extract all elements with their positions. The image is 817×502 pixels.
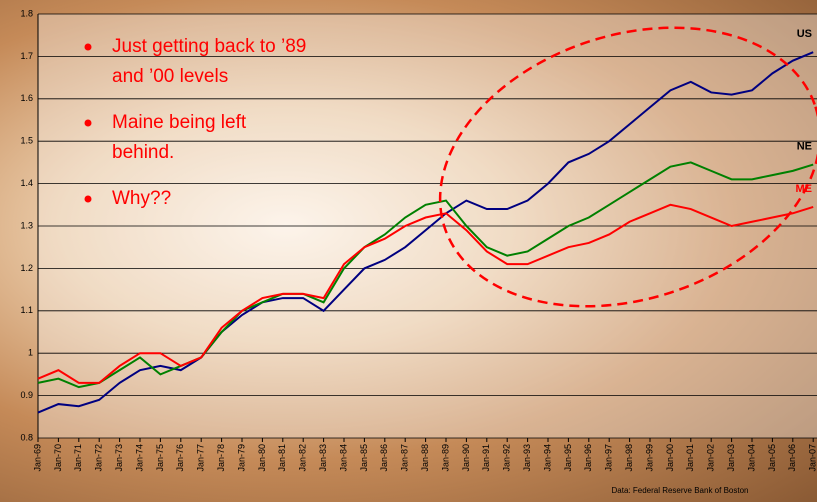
x-tick-label: Jan-84	[338, 444, 348, 472]
y-tick-label: 0.9	[20, 390, 33, 400]
x-tick-label: Jan-00	[665, 444, 675, 472]
x-tick-label: Jan-77	[196, 444, 206, 472]
y-tick-label: 1.3	[20, 220, 33, 230]
x-tick-label: Jan-91	[481, 444, 491, 472]
x-tick-label: Jan-98	[624, 444, 634, 472]
y-tick-label: 1.6	[20, 93, 33, 103]
x-tick-label: Jan-85	[359, 444, 369, 472]
bullet-text: behind.	[112, 142, 174, 163]
y-tick-label: 0.8	[20, 432, 33, 442]
x-tick-label: Jan-69	[32, 444, 42, 472]
x-tick-label: Jan-03	[726, 444, 736, 472]
y-tick-label: 1.1	[20, 305, 33, 315]
x-tick-label: Jan-01	[685, 444, 695, 472]
y-tick-label: 1.8	[20, 8, 33, 18]
x-tick-label: Jan-72	[94, 444, 104, 472]
bullet-text: and ’00 levels	[112, 66, 228, 87]
x-tick-label: Jan-92	[502, 444, 512, 472]
y-tick-label: 1.7	[20, 51, 33, 61]
bullet-text: Just getting back to ’89	[112, 36, 306, 57]
bullet-text: Why??	[112, 188, 171, 209]
x-tick-label: Jan-02	[706, 444, 716, 472]
x-tick-label: Jan-76	[175, 444, 185, 472]
x-tick-label: Jan-86	[379, 444, 389, 472]
x-tick-label: Jan-83	[318, 444, 328, 472]
x-tick-label: Jan-71	[73, 444, 83, 472]
x-tick-label: Jan-78	[216, 444, 226, 472]
series-line	[37, 203, 814, 384]
y-tick-label: 1.5	[20, 136, 33, 146]
x-tick-label: Jan-73	[114, 444, 124, 472]
series-label: NE	[797, 140, 812, 152]
x-tick-label: Jan-80	[257, 444, 267, 472]
x-tick-label: Jan-82	[298, 444, 308, 472]
series-label: ME	[796, 183, 813, 195]
x-tick-label: Jan-88	[420, 444, 430, 472]
x-tick-label: Jan-04	[746, 444, 756, 472]
x-tick-label: Jan-81	[277, 444, 287, 472]
source-note: Data: Federal Reserve Bank of Boston	[612, 486, 749, 495]
x-tick-label: Jan-96	[583, 444, 593, 472]
x-tick-label: Jan-70	[53, 444, 63, 472]
x-tick-label: Jan-74	[134, 444, 144, 472]
bullet-text: Maine being left	[112, 112, 247, 133]
y-tick-label: 1	[28, 348, 33, 358]
x-tick-label: Jan-89	[440, 444, 450, 472]
x-tick-label: Jan-94	[542, 444, 552, 472]
x-tick-label: Jan-90	[461, 444, 471, 472]
series-line	[37, 51, 814, 414]
x-tick-label: Jan-99	[644, 444, 654, 472]
x-tick-label: Jan-75	[155, 444, 165, 472]
x-tick-label: Jan-07	[808, 444, 817, 472]
y-tick-label: 1.2	[20, 263, 33, 273]
x-tick-label: Jan-87	[400, 444, 410, 472]
series-line	[37, 161, 814, 389]
x-tick-label: Jan-79	[236, 444, 246, 472]
series-label: US	[797, 28, 812, 40]
x-tick-label: Jan-95	[563, 444, 573, 472]
bullet-dot	[84, 195, 92, 203]
x-tick-label: Jan-05	[767, 444, 777, 472]
x-tick-label: Jan-06	[787, 444, 797, 472]
bullet-dot	[84, 119, 92, 127]
x-tick-label: Jan-97	[604, 444, 614, 472]
x-tick-label: Jan-93	[522, 444, 532, 472]
y-tick-label: 1.4	[20, 178, 33, 188]
bullet-dot	[84, 43, 92, 51]
